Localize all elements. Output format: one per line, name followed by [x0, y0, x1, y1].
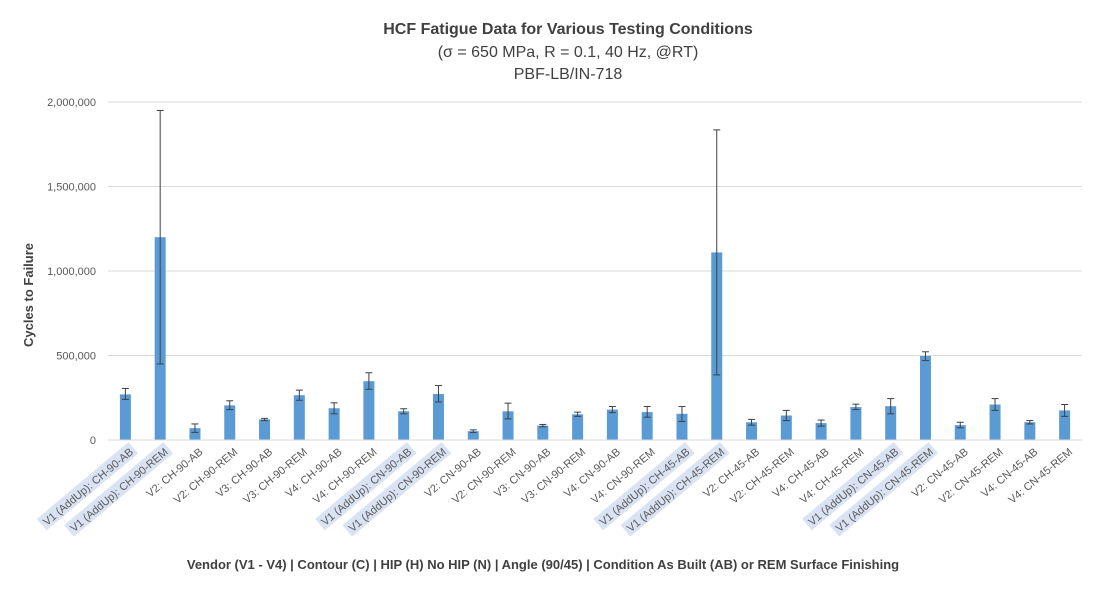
x-tick-label: V4: CN-45-REM — [1007, 446, 1076, 506]
error-bar — [121, 387, 129, 400]
error-bar — [191, 423, 199, 433]
y-tick-label: 2,000,000 — [47, 97, 96, 109]
bar — [641, 412, 653, 440]
error-bar — [1061, 404, 1069, 417]
error-bar — [956, 421, 964, 429]
bar — [328, 408, 340, 440]
error-bar — [295, 389, 303, 401]
error-bar — [852, 403, 860, 411]
error-bar — [643, 406, 651, 418]
y-tick-label: 1,000,000 — [47, 266, 96, 278]
bar — [293, 395, 305, 440]
error-bar — [608, 406, 616, 414]
bars — [119, 237, 1071, 440]
bar — [954, 425, 966, 440]
svg-text:V4: CN-45-REM: V4: CN-45-REM — [1007, 446, 1076, 506]
bar — [119, 394, 131, 440]
bar — [780, 415, 792, 440]
chart-title: HCF Fatigue Data for Various Testing Con… — [383, 21, 753, 38]
error-bar — [921, 351, 929, 362]
error-bar — [1026, 420, 1034, 425]
bar — [815, 423, 827, 440]
bar — [989, 404, 1001, 440]
bar — [606, 409, 618, 440]
bar — [259, 419, 271, 440]
error-bar — [261, 417, 269, 422]
error-bar — [469, 429, 477, 433]
error-bar — [226, 400, 234, 411]
bar — [363, 381, 375, 440]
y-tick-label: 0 — [90, 435, 96, 447]
bar — [676, 413, 688, 440]
error-bar — [678, 406, 686, 422]
error-bar — [400, 408, 408, 415]
error-bar — [713, 129, 721, 376]
y-tick-label: 500,000 — [56, 351, 96, 363]
y-axis-ticks: 0 500,000 1,000,000 1,500,000 2,000,000 — [47, 97, 96, 447]
error-bar — [156, 109, 164, 365]
bar — [850, 407, 862, 440]
bar — [502, 411, 514, 440]
error-bar — [887, 398, 895, 415]
error-bar — [748, 418, 756, 426]
error-bar — [817, 419, 825, 427]
error-bar — [991, 398, 999, 411]
error-bar — [539, 423, 547, 428]
y-tick-label: 1,500,000 — [47, 182, 96, 194]
error-bar — [782, 409, 790, 422]
bar — [572, 414, 584, 440]
bar — [1059, 410, 1071, 440]
chart-subtitle-1: (σ = 650 MPa, R = 0.1, 40 Hz, @RT) — [437, 44, 699, 61]
gridlines — [108, 101, 1082, 356]
bar — [432, 394, 444, 440]
bar — [746, 422, 758, 440]
title-block: HCF Fatigue Data for Various Testing Con… — [0, 18, 1108, 86]
bar — [537, 425, 549, 440]
bar — [467, 431, 479, 440]
error-bar — [365, 372, 373, 390]
y-axis-title: Cycles to Failure — [21, 243, 36, 347]
bar — [224, 405, 236, 440]
chart-subtitle-2: PBF-LB/IN-718 — [513, 66, 623, 83]
bar — [398, 411, 410, 440]
bar — [919, 356, 931, 440]
error-bar — [504, 402, 512, 420]
bar — [189, 428, 201, 440]
error-bar — [574, 411, 582, 417]
bar — [885, 406, 897, 440]
x-axis-title: Vendor (V1 - V4) | Contour (C) | HIP (H)… — [187, 557, 899, 572]
error-bars — [121, 109, 1069, 433]
error-bar — [330, 402, 338, 415]
bar — [1024, 422, 1036, 440]
error-bar — [434, 385, 442, 403]
